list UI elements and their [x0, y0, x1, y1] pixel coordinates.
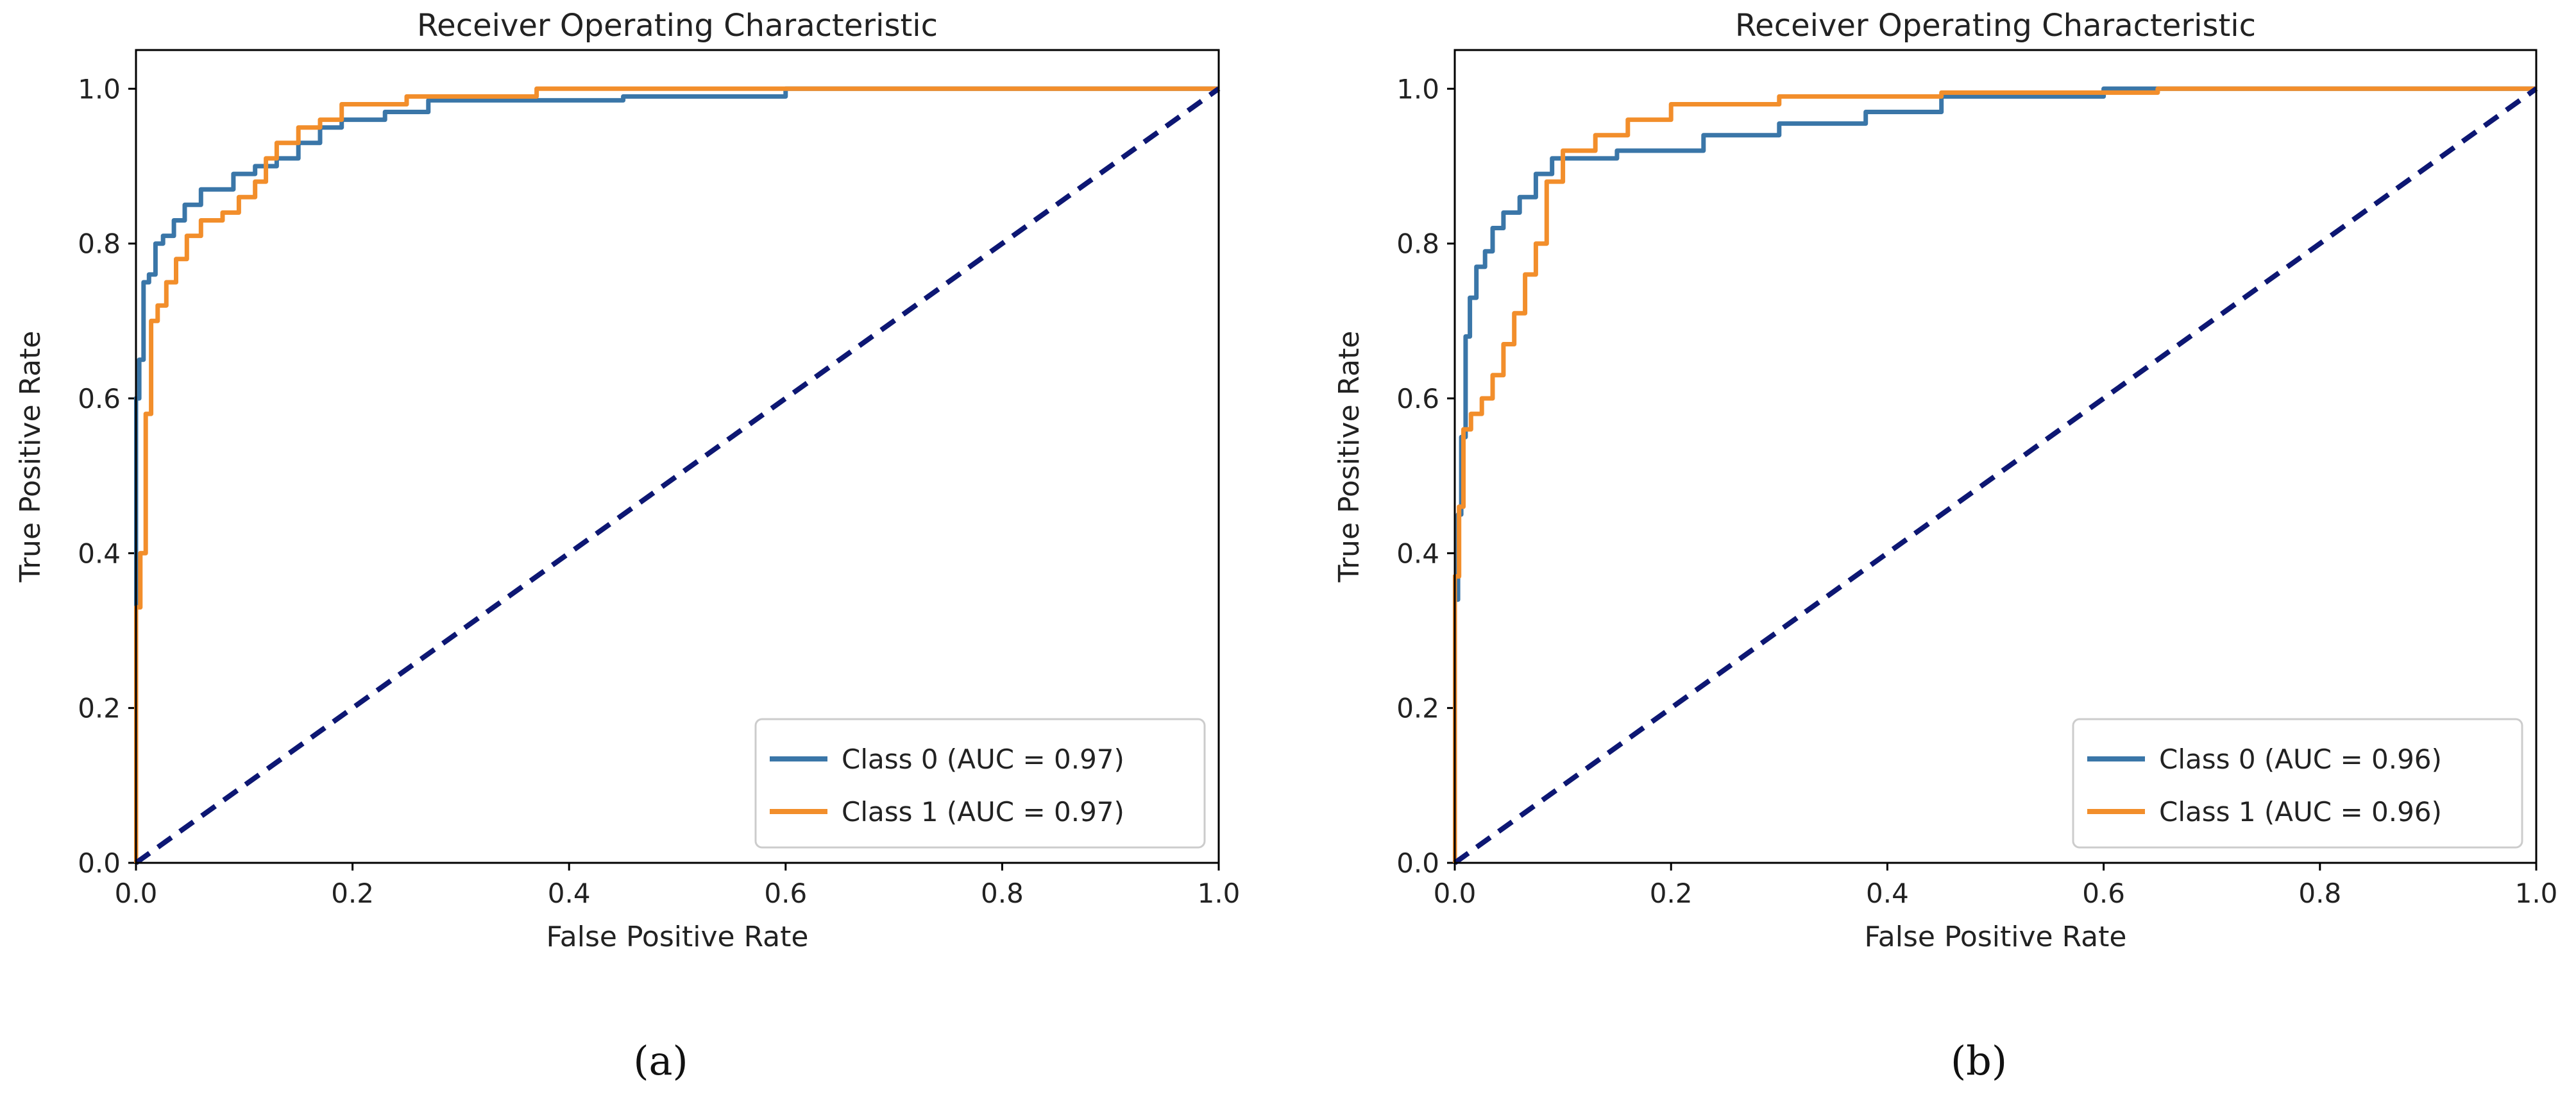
panel-a-y-tick-label: 1.0 — [78, 73, 121, 105]
panel-a-y-tick-label: 0.6 — [78, 383, 121, 414]
panel-a-series-class-1 — [134, 86, 1219, 863]
panel-b-y-tick-label: 1.0 — [1396, 73, 1439, 105]
panel-a-frame — [135, 49, 1220, 864]
panel-b-x-tick-label: 0.6 — [2082, 878, 2125, 909]
panel-b-y-tick-label: 0.4 — [1396, 538, 1439, 569]
panel-b-legend-label: Class 1 (AUC = 0.96) — [2159, 796, 2442, 828]
panel-a-x-tick-label: 0.2 — [331, 878, 374, 909]
panel-b-x-axis-label: False Positive Rate — [1865, 921, 2127, 953]
panel-b-y-tick-label: 0.8 — [1396, 228, 1439, 260]
panel-b-y-tick-label: 0.6 — [1396, 383, 1439, 414]
panel-a-legend-label: Class 1 (AUC = 0.97) — [842, 796, 1124, 828]
panel-a-caption: (a) — [633, 1037, 688, 1084]
panel-b-x-tick-label: 0.0 — [1434, 878, 1477, 909]
panel-a-chance-line — [134, 87, 1221, 865]
panel-b-y-axis-label: True Positive Rate — [1333, 331, 1366, 583]
panel-a-legend-box — [754, 718, 1206, 849]
panel-b-x-tick-label: 1.0 — [2515, 878, 2558, 909]
panel-a-y-axis-label: True Positive Rate — [14, 331, 47, 583]
panel-b-plot-area — [1453, 86, 2538, 865]
panel-b-x-tick-label: 0.4 — [1866, 878, 1909, 909]
panel-a-x-tick-label: 0.8 — [981, 878, 1024, 909]
panel-a-y-tick-label: 0.2 — [78, 693, 121, 724]
panel-a-title: Receiver Operating Characteristic — [417, 8, 938, 44]
panel-b-x-tick-label: 0.2 — [1650, 878, 1693, 909]
panel-b-legend: Class 0 (AUC = 0.96) Class 1 (AUC = 0.96) — [2072, 718, 2523, 849]
panel-b-y-tick-label: 0.2 — [1396, 693, 1439, 724]
panel-b-x-tick-label: 0.8 — [2298, 878, 2341, 909]
panel-b-series-class-1 — [1453, 86, 2536, 863]
panel-a-x-tick-label: 0.0 — [115, 878, 158, 909]
panel-b-legend-box — [2072, 718, 2523, 849]
panel-a-x-tick-label: 0.6 — [764, 878, 807, 909]
panel-a-legend-label: Class 0 (AUC = 0.97) — [842, 744, 1124, 775]
panel-b-caption: (b) — [1951, 1037, 2007, 1084]
panel-a-x-tick-label: 1.0 — [1198, 878, 1241, 909]
panel-a-legend: Class 0 (AUC = 0.97) Class 1 (AUC = 0.97) — [754, 718, 1206, 849]
panel-a-x-tick-label: 0.4 — [548, 878, 591, 909]
panel-a-x-axis-label: False Positive Rate — [547, 921, 809, 953]
panel-a-y-tick-label: 0.0 — [78, 847, 121, 879]
panel-b-frame — [1453, 49, 2538, 864]
panel-b-chance-line — [1453, 87, 2538, 865]
panel-b-legend-label: Class 0 (AUC = 0.96) — [2159, 744, 2442, 775]
panel-a-y-tick-label: 0.8 — [78, 228, 121, 260]
panel-a-series-class-0 — [134, 86, 1219, 863]
panel-b-title: Receiver Operating Characteristic — [1735, 8, 2256, 44]
panel-b: Receiver Operating Characteristic 0.0 0.2 0… — [1333, 8, 2557, 1084]
panel-a-y-tick-label: 0.4 — [78, 538, 121, 569]
panel-b-y-tick-label: 0.0 — [1396, 847, 1439, 879]
panel-a-plot-area — [134, 86, 1221, 865]
panel-a: Receiver Operating Characteristic 0.0 0.2 0… — [14, 8, 1240, 1084]
